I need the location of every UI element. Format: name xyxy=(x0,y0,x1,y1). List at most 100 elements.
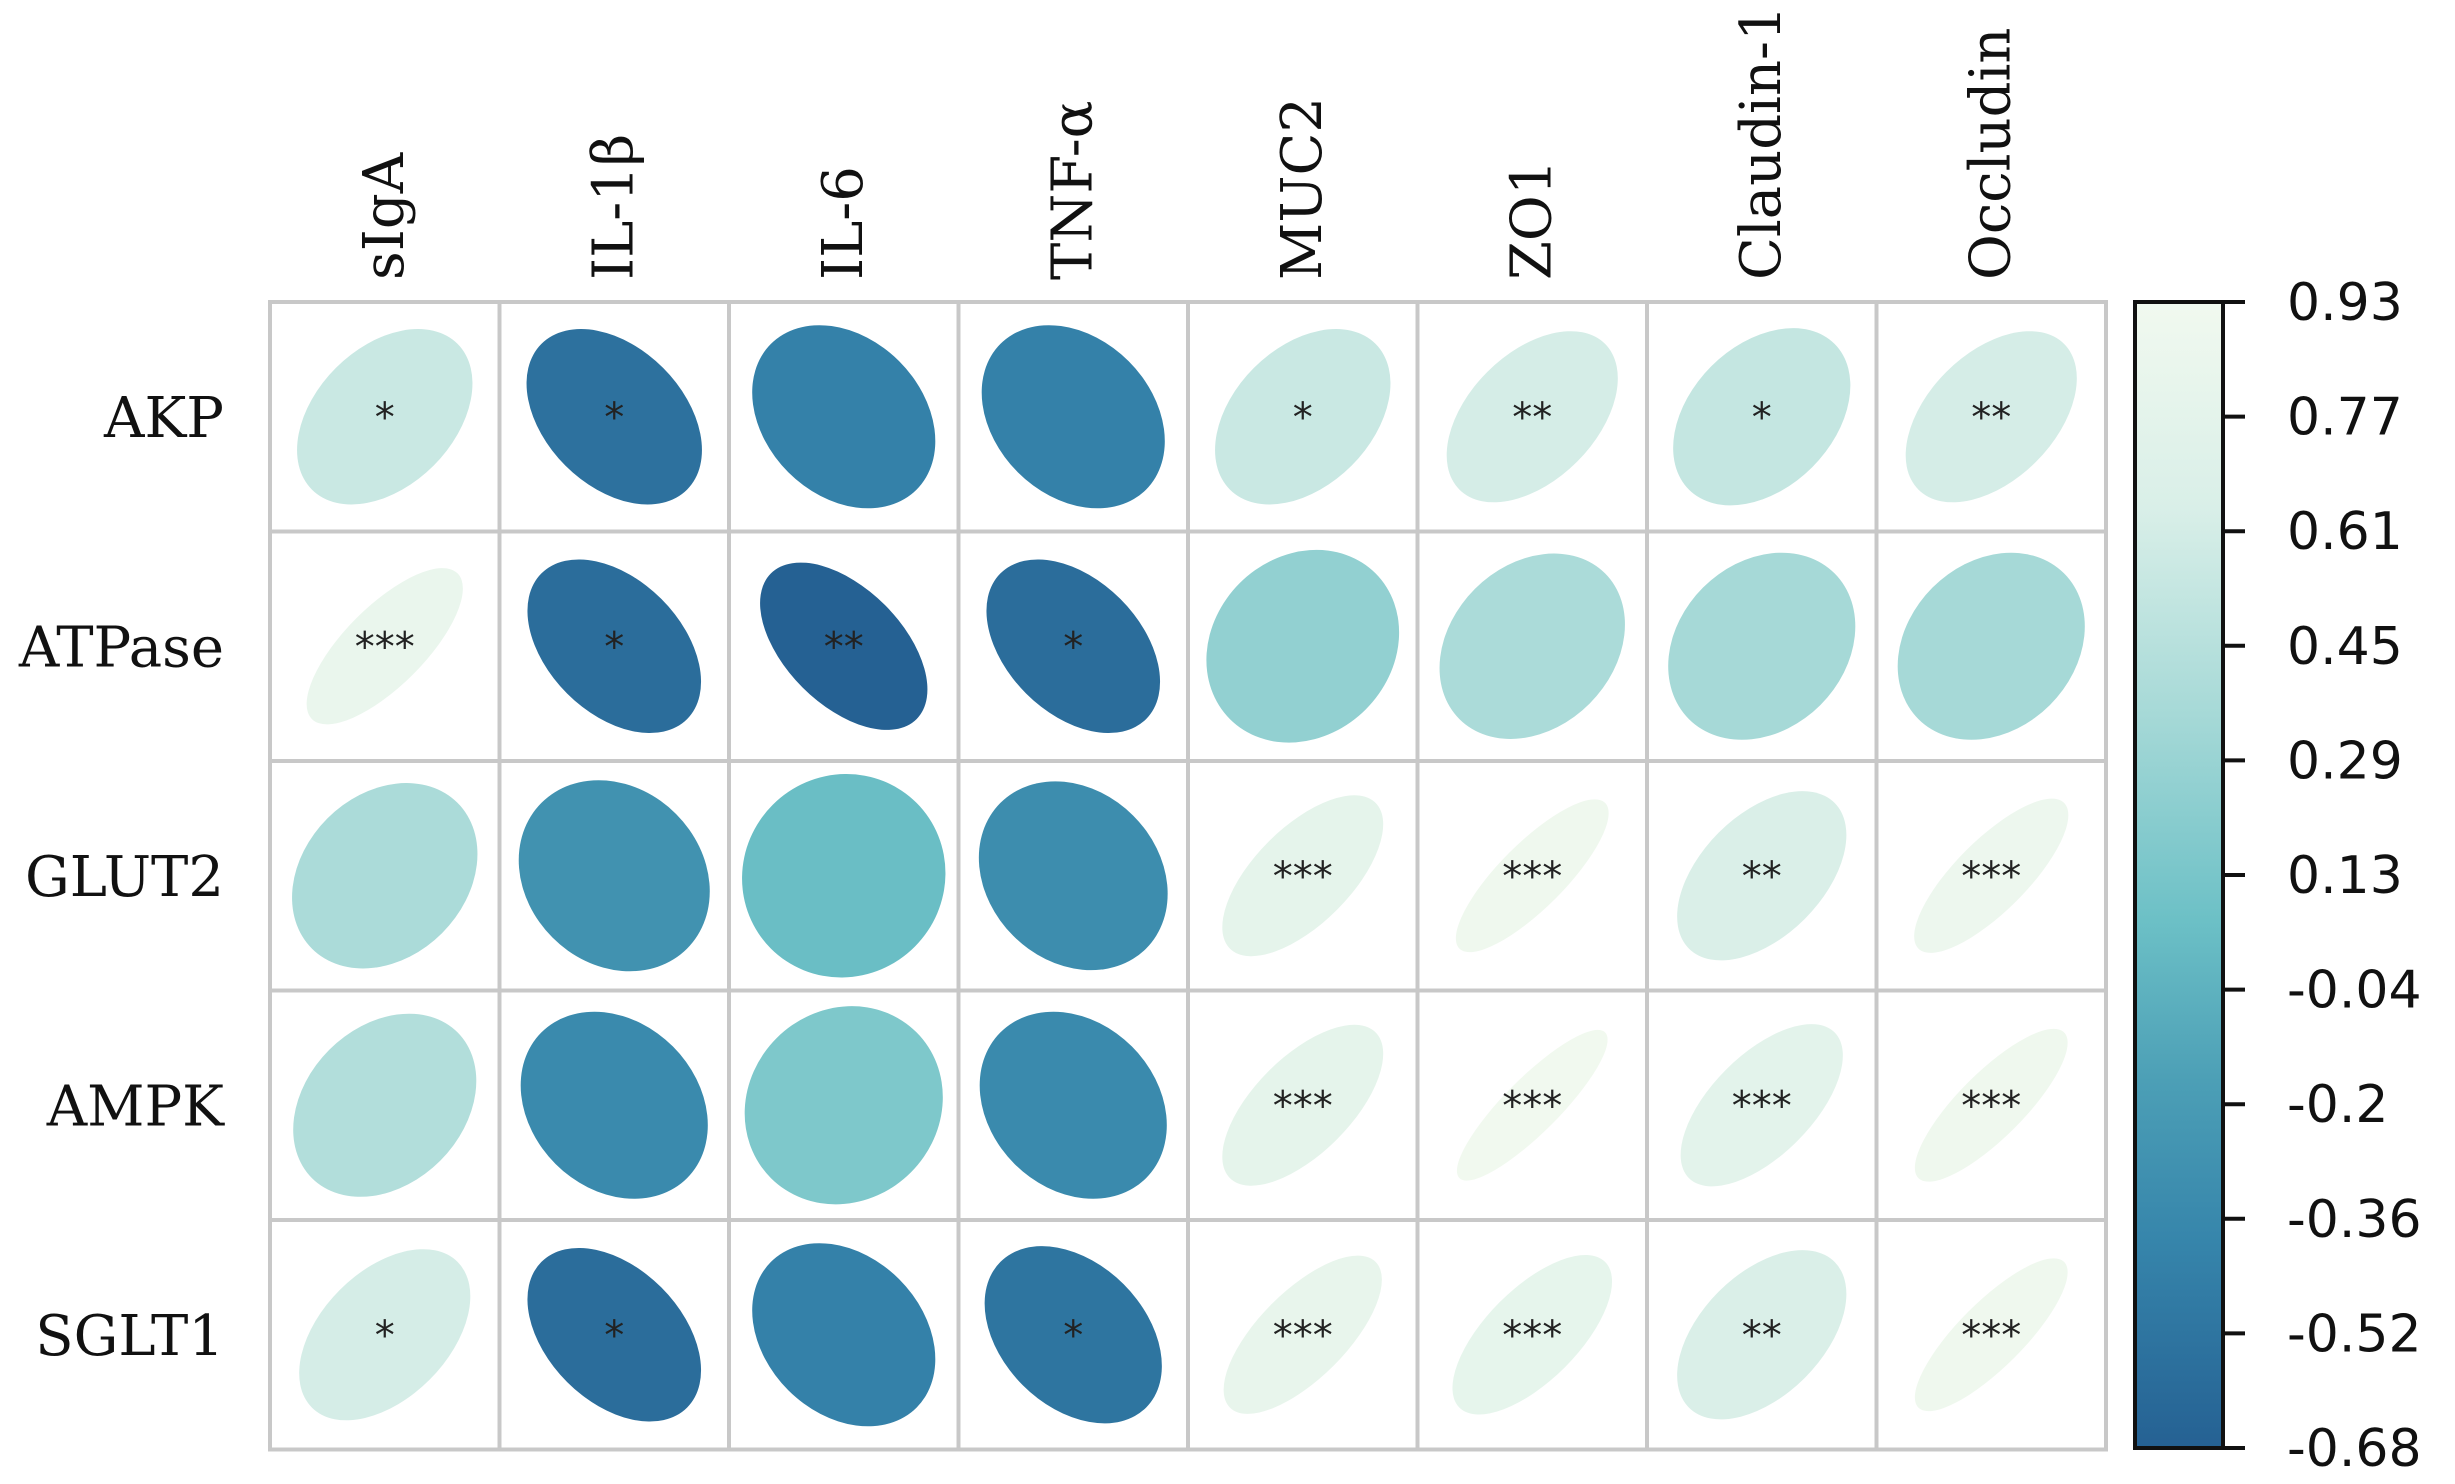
cell-atpase-2: ** xyxy=(727,529,961,763)
correlation-ellipse xyxy=(1897,552,2085,740)
correlation-ellipse xyxy=(1914,798,2069,953)
correlation-ellipse xyxy=(752,1243,936,1427)
significance-label: *** xyxy=(1961,1083,2021,1129)
cell-akp-6: * xyxy=(1645,300,1879,534)
correlation-ellipse xyxy=(979,1011,1167,1199)
correlation-ellipse xyxy=(1222,795,1384,957)
significance-label: ** xyxy=(1742,1313,1782,1359)
cell-glut2-7: *** xyxy=(1874,759,2108,993)
significance-label: *** xyxy=(1961,854,2021,900)
cell-akp-0: * xyxy=(268,300,502,534)
correlation-ellipse xyxy=(744,1006,943,1205)
significance-label: * xyxy=(375,395,395,441)
column-labels: sIgA IL-1β IL-6 TNF-α MUC2 ZO1 Claudin-1 Occlud… xyxy=(352,5,2024,280)
correlation-ellipse xyxy=(984,1246,1162,1424)
correlation-ellipse xyxy=(299,1249,471,1421)
cell-akp-7: ** xyxy=(1874,300,2108,534)
column-label: sIgA xyxy=(352,152,417,280)
cell-sglt1-3: * xyxy=(956,1218,1190,1452)
cell-glut2-5: *** xyxy=(1415,759,1649,993)
correlation-ellipse xyxy=(1446,331,1618,503)
correlation-ellipse xyxy=(1456,1029,1608,1181)
column-label: MUC2 xyxy=(1270,97,1335,280)
significance-label: *** xyxy=(355,624,415,670)
correlation-ellipse xyxy=(752,325,936,509)
colorbar-tick-label: -0.52 xyxy=(2287,1304,2422,1364)
correlation-ellipse xyxy=(1668,552,1856,740)
colorbar-tick-label: -0.2 xyxy=(2287,1075,2388,1135)
significance-label: ** xyxy=(824,624,864,670)
cell-atpase-6 xyxy=(1645,529,1879,763)
cell-akp-5: ** xyxy=(1415,300,1649,534)
correlation-ellipse xyxy=(1223,1255,1382,1414)
cell-sglt1-5: *** xyxy=(1415,1218,1649,1452)
significance-label: *** xyxy=(1502,854,1562,900)
correlation-ellipse xyxy=(1677,1250,1847,1420)
significance-label: * xyxy=(604,1313,624,1359)
colorbar-tick-label: 0.61 xyxy=(2287,502,2403,562)
cell-akp-3 xyxy=(956,300,1190,534)
significance-label: * xyxy=(1063,1313,1083,1359)
cell-atpase-5 xyxy=(1415,529,1649,763)
cell-sglt1-6: ** xyxy=(1645,1218,1879,1452)
correlation-grid: * * * ** * ***** * ** **** *** ** ****** *** *** **** *… xyxy=(268,300,2108,1452)
cell-glut2-0 xyxy=(268,759,502,993)
cell-glut2-1 xyxy=(497,759,731,993)
correlation-ellipse xyxy=(1677,791,1847,961)
colorbar: 0.93 0.77 0.61 0.45 0.29 0.13 -0.04 -0.2 -0.36 -0… xyxy=(2133,273,2422,1479)
correlation-ellipse xyxy=(1673,328,1851,506)
significance-label: ** xyxy=(1971,395,2011,441)
correlation-ellipse xyxy=(526,329,702,505)
significance-label: *** xyxy=(1732,1083,1792,1129)
significance-label: * xyxy=(604,624,624,670)
cell-glut2-4: *** xyxy=(1186,759,1420,993)
row-label: AMPK xyxy=(46,1074,225,1139)
cell-atpase-4 xyxy=(1186,529,1420,763)
correlation-ellipse xyxy=(292,783,478,969)
colorbar-tick-label: -0.04 xyxy=(2287,961,2422,1021)
cell-glut2-2 xyxy=(727,759,961,993)
cell-ampk-7: *** xyxy=(1874,988,2108,1222)
cell-ampk-1 xyxy=(497,988,731,1222)
colorbar-tick-label: 0.45 xyxy=(2287,617,2403,677)
cell-sglt1-0: * xyxy=(268,1218,502,1452)
significance-label: * xyxy=(1063,624,1083,670)
correlation-ellipse xyxy=(1455,799,1609,953)
cell-border xyxy=(1186,988,1420,1222)
cell-atpase-1: * xyxy=(497,529,731,763)
correlation-ellipse xyxy=(978,781,1168,971)
correlation-ellipse xyxy=(306,568,463,725)
cell-atpase-3: * xyxy=(956,529,1190,763)
correlation-ellipse xyxy=(1914,1258,2068,1412)
significance-label: ** xyxy=(1512,395,1552,441)
cell-glut2-6: ** xyxy=(1645,759,1879,993)
significance-label: * xyxy=(1752,395,1772,441)
correlation-ellipse xyxy=(760,562,928,730)
row-label: AKP xyxy=(103,386,224,451)
significance-label: *** xyxy=(1273,1083,1333,1129)
correlation-ellipse xyxy=(1680,1024,1843,1187)
cell-sglt1-7: *** xyxy=(1874,1218,2108,1452)
row-label: ATPase xyxy=(18,615,224,680)
significance-label: ** xyxy=(1742,854,1782,900)
significance-label: *** xyxy=(1273,854,1333,900)
significance-label: * xyxy=(1293,395,1313,441)
cell-ampk-5: *** xyxy=(1415,988,1649,1222)
correlation-ellipse xyxy=(1206,549,1400,743)
significance-label: * xyxy=(604,395,624,441)
correlation-ellipse xyxy=(981,325,1165,509)
correlation-ellipse xyxy=(1439,553,1625,739)
column-label: Claudin-1 xyxy=(1729,5,1794,280)
significance-label: * xyxy=(375,1313,395,1359)
row-labels: AKP ATPase GLUT2 AMPK SGLT1 xyxy=(18,386,225,1369)
column-label: Occludin xyxy=(1958,28,2023,280)
column-label: ZO1 xyxy=(1499,160,1564,280)
cell-atpase-0: *** xyxy=(268,529,502,763)
correlation-ellipse xyxy=(293,1013,477,1197)
colorbar-tick-label: 0.77 xyxy=(2287,388,2403,448)
cell-ampk-0 xyxy=(268,988,502,1222)
correlation-ellipse xyxy=(527,1247,702,1422)
cell-akp-1: * xyxy=(497,300,731,534)
column-label: IL-1β xyxy=(581,134,646,280)
